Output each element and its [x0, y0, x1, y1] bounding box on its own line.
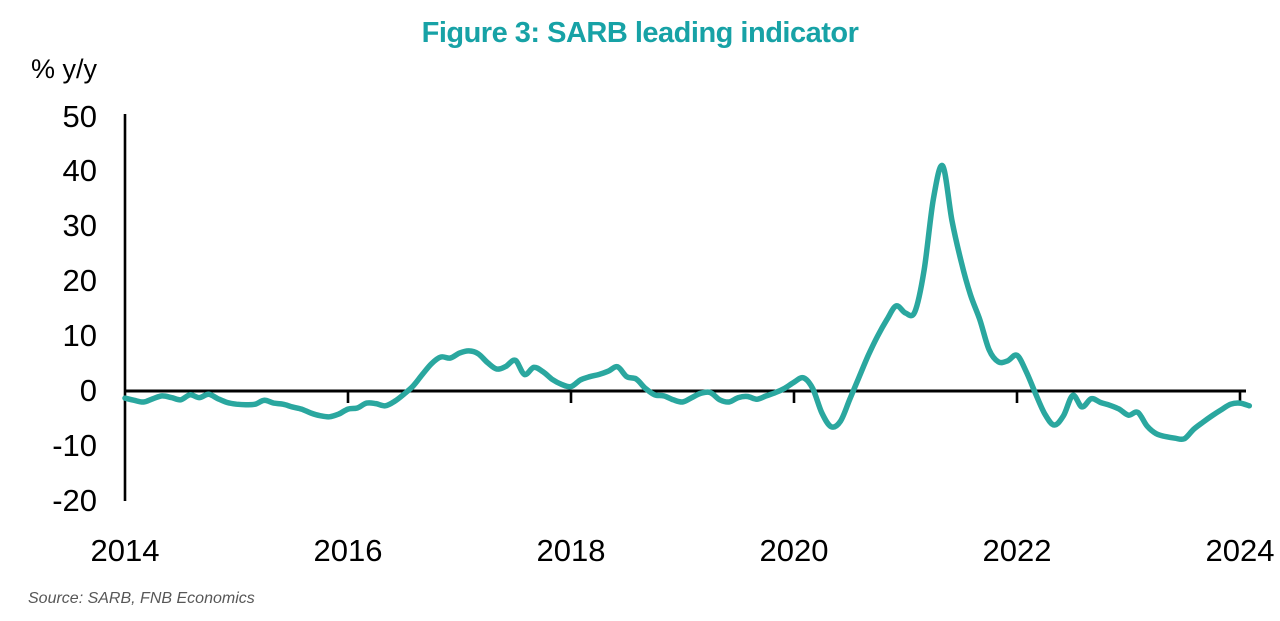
x-tick-label: 2020 [759, 533, 829, 568]
source-note: Source: SARB, FNB Economics [28, 590, 255, 607]
indicator-line [122, 162, 1253, 443]
y-tick-label: 10 [62, 318, 97, 354]
x-tick-label: 2014 [90, 533, 160, 568]
x-tick-label: 2016 [313, 533, 383, 568]
y-axis-unit-label: % y/y [31, 54, 98, 84]
y-tick-label: -10 [52, 427, 97, 463]
y-tick-label: 50 [62, 98, 97, 134]
x-tick-label: 2022 [982, 533, 1052, 568]
y-tick-label: 20 [62, 263, 97, 299]
x-tick-label: 2024 [1205, 533, 1275, 568]
y-tick-label: 30 [62, 208, 97, 244]
x-tick-label: 2018 [536, 533, 606, 568]
y-tick-label: 0 [79, 373, 97, 408]
chart-title: Figure 3: SARB leading indicator [421, 17, 859, 49]
y-tick-label: -20 [52, 482, 97, 518]
y-tick-label: 40 [62, 153, 97, 189]
